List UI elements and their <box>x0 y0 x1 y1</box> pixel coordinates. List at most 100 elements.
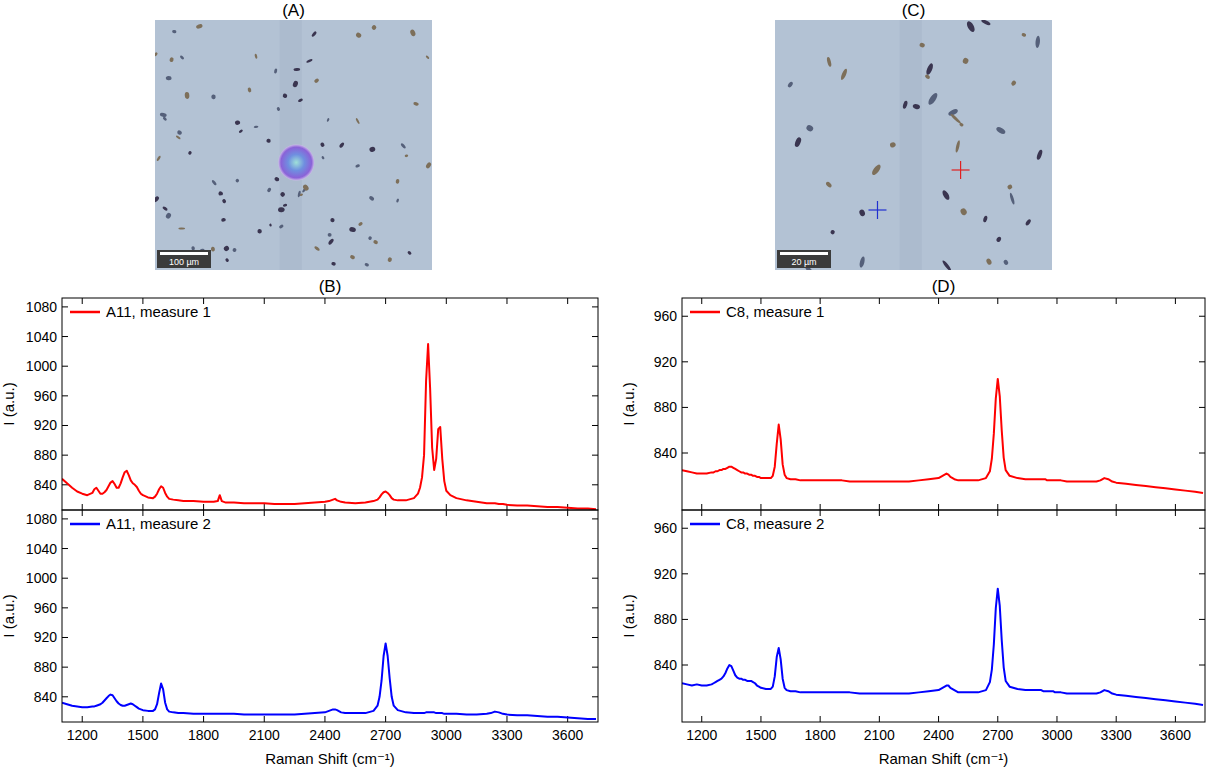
x-tick-label: 2700 <box>370 727 401 743</box>
particle <box>396 198 400 203</box>
particle <box>179 55 184 60</box>
x-tick <box>938 510 939 516</box>
x-tick <box>701 298 702 304</box>
y-tick <box>1199 316 1205 317</box>
x-tick-label: 3300 <box>491 727 522 743</box>
legend-swatch <box>70 311 100 314</box>
particle <box>175 135 181 140</box>
particle <box>413 101 419 106</box>
x-tick-label: 3000 <box>1041 727 1072 743</box>
x-tick <box>997 298 998 304</box>
x-tick <box>879 504 880 510</box>
y-tick <box>592 667 598 668</box>
particle <box>859 256 866 268</box>
x-tick <box>1056 510 1057 516</box>
x-tick-label: 3000 <box>431 727 462 743</box>
x-tick <box>701 510 702 516</box>
x-tick <box>142 716 143 722</box>
particle <box>364 263 369 267</box>
y-tick-label: 960 <box>34 600 58 616</box>
particle <box>247 87 252 93</box>
y-tick <box>592 637 598 638</box>
particle <box>858 209 866 217</box>
y-tick-label: 880 <box>654 399 678 415</box>
particle <box>373 239 379 245</box>
particle <box>425 162 432 170</box>
x-tick-label: 2700 <box>982 727 1013 743</box>
particle <box>278 207 285 213</box>
plot-frame <box>682 510 1205 722</box>
y-tick-label: 1080 <box>26 299 57 315</box>
x-tick-label: 1200 <box>67 727 98 743</box>
x-tick <box>1175 298 1176 304</box>
legend-label: A11, measure 2 <box>106 515 211 532</box>
y-tick <box>62 455 68 456</box>
x-tick <box>760 716 761 722</box>
particle <box>210 246 215 252</box>
x-tick <box>1056 716 1057 722</box>
x-tick <box>938 716 939 722</box>
panel-label: (C) <box>902 1 926 20</box>
particle <box>298 98 304 103</box>
x-tick <box>446 504 447 510</box>
x-tick-label: 3300 <box>1101 727 1132 743</box>
y-axis-title: I (a.u.) <box>0 594 17 637</box>
particle <box>211 94 216 99</box>
x-tick <box>203 504 204 510</box>
x-tick <box>879 510 880 516</box>
particle <box>902 100 908 109</box>
particle <box>941 259 952 270</box>
particle <box>355 164 360 168</box>
scale-bar-label: 100 µm <box>169 257 199 267</box>
particle <box>283 203 288 207</box>
particle <box>950 113 962 125</box>
y-tick-label: 1040 <box>26 329 57 345</box>
particle <box>254 54 257 60</box>
particle <box>292 80 299 88</box>
particle <box>996 236 1002 243</box>
y-tick <box>62 425 68 426</box>
particle <box>282 93 288 99</box>
particle <box>279 191 285 197</box>
particle <box>223 245 230 252</box>
x-tick <box>1116 510 1117 516</box>
particle <box>221 218 226 222</box>
particle <box>339 142 345 149</box>
particle <box>330 218 335 222</box>
particle <box>395 179 399 184</box>
y-tick <box>682 453 688 454</box>
x-tick <box>324 298 325 304</box>
y-tick-label: 880 <box>34 659 58 675</box>
y-tick-label: 840 <box>34 477 58 493</box>
y-tick <box>682 361 688 362</box>
x-tick-label: 3600 <box>552 727 583 743</box>
particle <box>211 179 217 186</box>
particle <box>235 178 240 183</box>
x-tick <box>820 504 821 510</box>
particle <box>302 183 310 191</box>
particle <box>188 150 193 155</box>
particle <box>165 212 172 220</box>
y-tick <box>1199 528 1205 529</box>
particle <box>358 221 364 226</box>
particle <box>787 81 794 88</box>
particle <box>924 74 930 80</box>
particle <box>925 62 934 75</box>
x-tick <box>82 504 83 510</box>
y-tick <box>62 637 68 638</box>
legend-label: A11, measure 1 <box>106 303 211 320</box>
x-tick <box>997 716 998 722</box>
particle <box>266 138 271 143</box>
particle <box>826 57 832 68</box>
chart: 1200150018002100240027003000330036008408… <box>620 510 1205 767</box>
particle <box>276 107 280 112</box>
particle <box>314 246 321 252</box>
x-tick <box>82 298 83 304</box>
particle <box>299 193 303 196</box>
particle <box>326 118 330 122</box>
particle <box>328 233 332 237</box>
particle <box>959 207 968 216</box>
y-tick <box>62 696 68 697</box>
x-tick <box>446 298 447 304</box>
particle <box>254 125 259 128</box>
